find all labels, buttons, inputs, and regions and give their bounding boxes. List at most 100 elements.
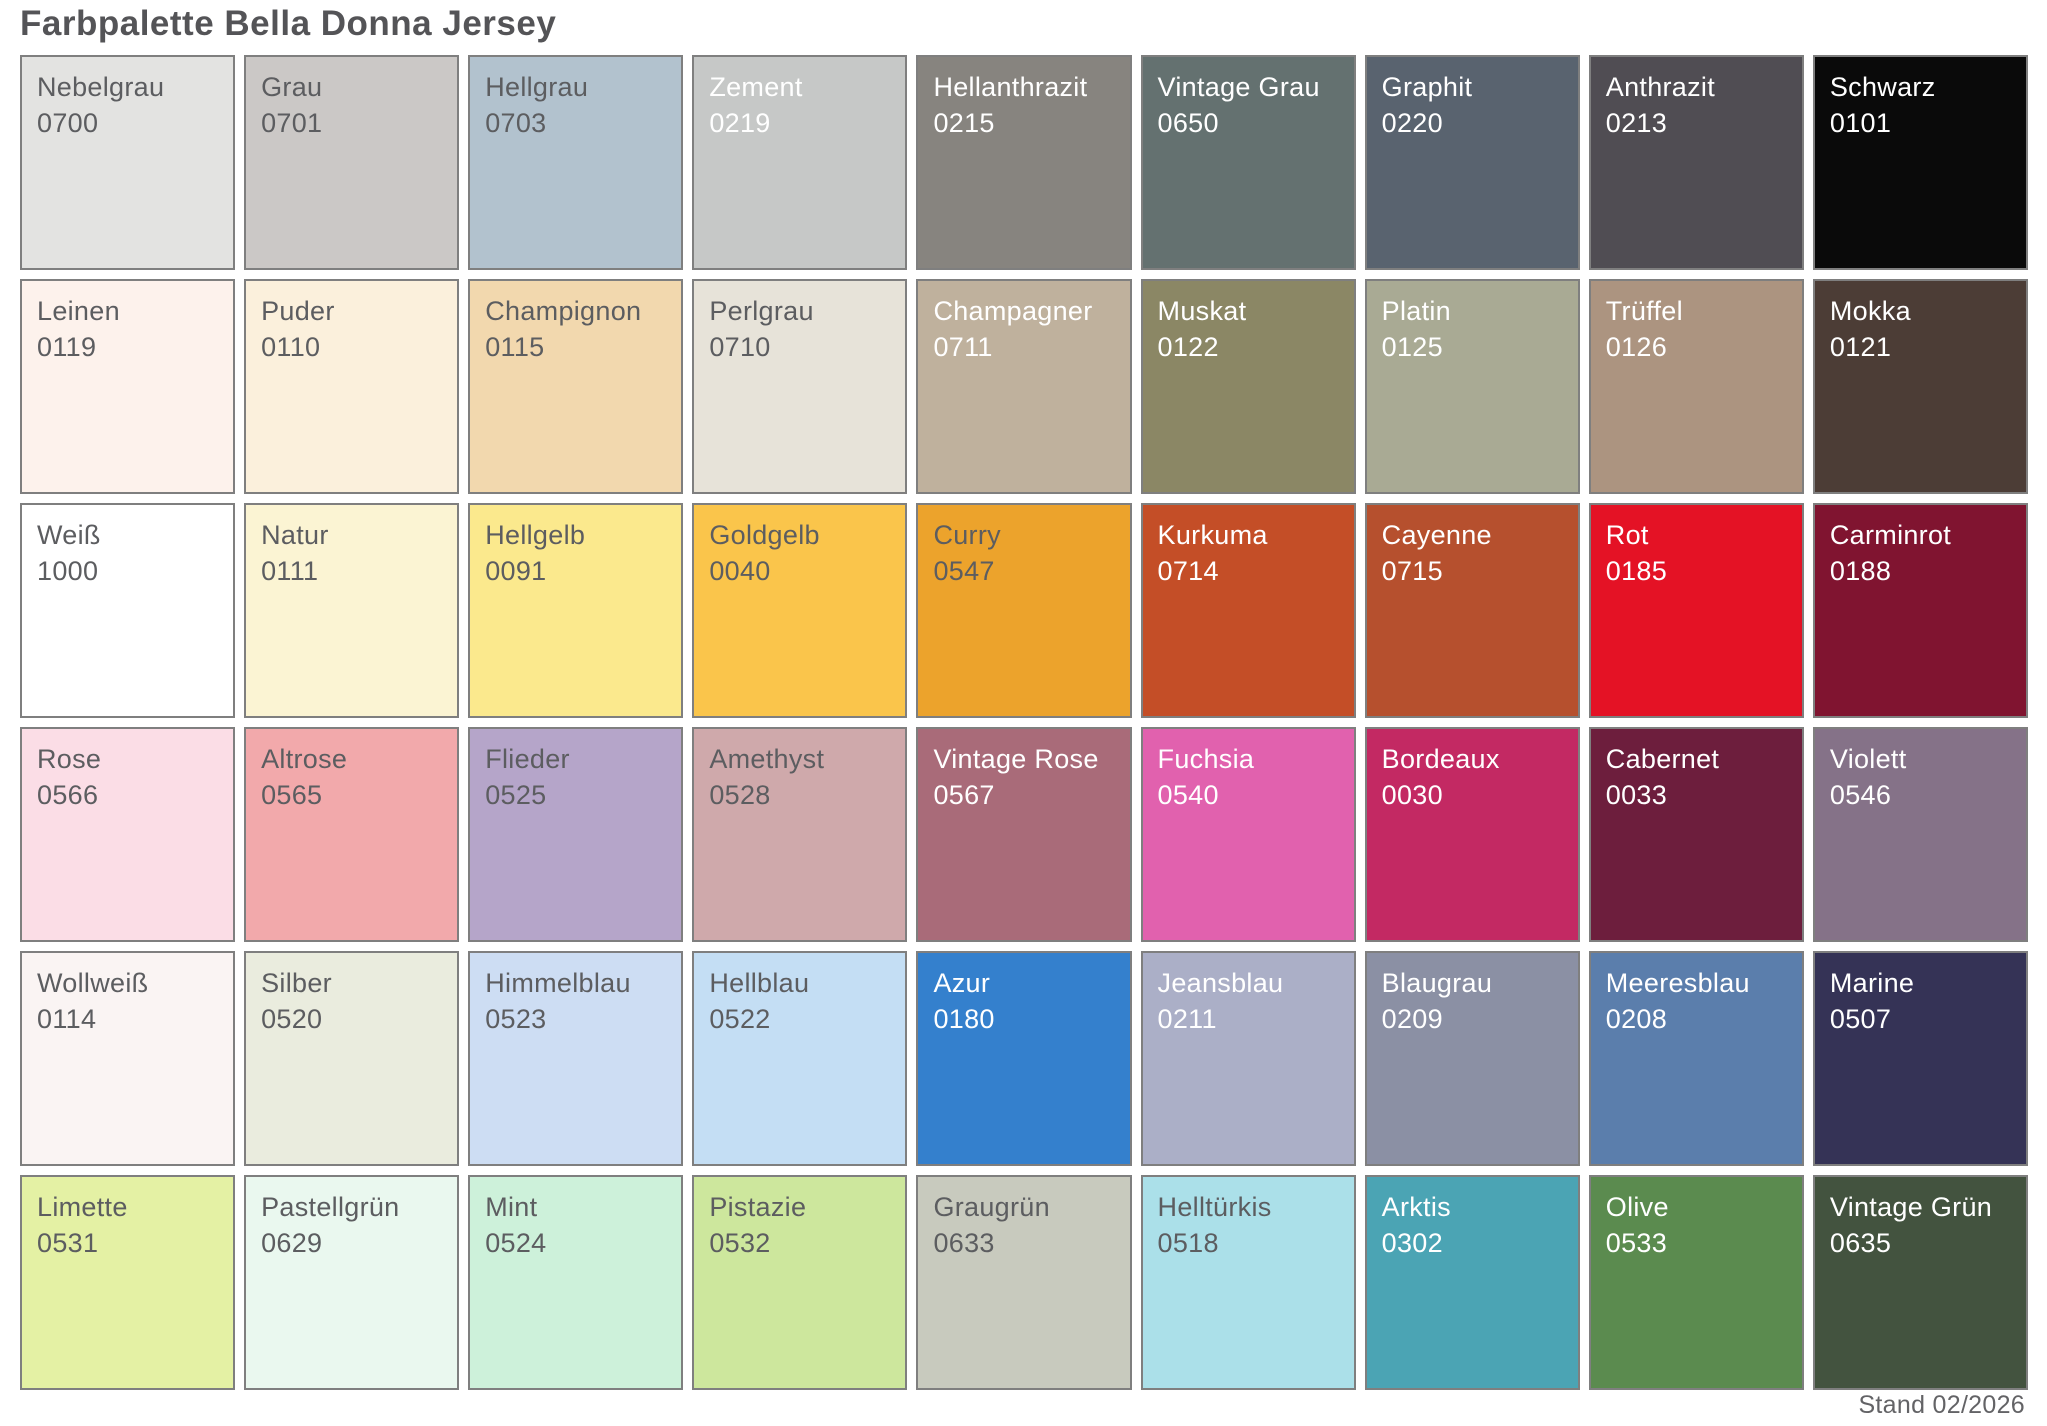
swatch-name-label: Grau bbox=[261, 72, 323, 102]
swatch-code-label: 0101 bbox=[1829, 107, 1892, 138]
swatch-code-label: 0522 bbox=[709, 1003, 771, 1034]
swatch-name-label: Goldgelb bbox=[709, 520, 820, 550]
swatch-0714: Kurkuma 0714 bbox=[1140, 503, 1356, 718]
swatch-0711: Champagner 0711 bbox=[916, 279, 1132, 494]
swatch-name-label: Flieder bbox=[485, 744, 570, 774]
swatch-name-label: Champignon bbox=[485, 296, 642, 326]
swatch-code-label: 0030 bbox=[1381, 779, 1443, 810]
swatch-name-label: Mint bbox=[485, 1192, 538, 1222]
swatch-code-label: 0540 bbox=[1157, 779, 1219, 810]
swatch-code-label: 0518 bbox=[1157, 1227, 1219, 1258]
swatch-code-label: 0700 bbox=[37, 107, 99, 138]
swatch-0119: Leinen 0119 bbox=[20, 279, 236, 494]
swatch-0650: Vintage Grau 0650 bbox=[1140, 55, 1356, 270]
swatch-code-label: 0565 bbox=[261, 779, 323, 810]
swatch-0522: Hellblau 0522 bbox=[692, 951, 908, 1166]
swatch-name-label: Graphit bbox=[1381, 72, 1473, 102]
swatch-name-label: Carminrot bbox=[1829, 520, 1952, 550]
swatch-code-label: 0111 bbox=[261, 555, 319, 586]
swatch-0520: Silber 0520 bbox=[244, 951, 460, 1166]
swatch-0533: Olive 0533 bbox=[1588, 1175, 1804, 1390]
swatch-code-label: 0211 bbox=[1157, 1003, 1217, 1034]
swatch-code-label: 0715 bbox=[1381, 555, 1443, 586]
swatch-name-label: Puder bbox=[261, 296, 335, 326]
swatch-name-label: Bordeaux bbox=[1381, 744, 1500, 774]
swatch-code-label: 0126 bbox=[1605, 331, 1668, 362]
swatch-code-label: 0213 bbox=[1605, 107, 1668, 138]
swatch-code-label: 0114 bbox=[37, 1003, 97, 1034]
swatch-0633: Graugrün 0633 bbox=[916, 1175, 1132, 1390]
swatch-0547: Curry 0547 bbox=[916, 503, 1132, 718]
swatch-code-label: 0533 bbox=[1605, 1227, 1668, 1258]
swatch-code-label: 0711 bbox=[933, 331, 993, 362]
swatch-name-label: Himmelblau bbox=[485, 968, 631, 998]
swatch-name-label: Pistazie bbox=[709, 1192, 807, 1222]
swatch-code-label: 0523 bbox=[485, 1003, 547, 1034]
swatch-name-label: Marine bbox=[1829, 968, 1915, 998]
swatch-code-label: 0110 bbox=[261, 331, 321, 362]
swatch-0091: Hellgelb 0091 bbox=[468, 503, 684, 718]
swatch-0213: Anthrazit 0213 bbox=[1588, 55, 1804, 270]
swatch-0700: Nebelgrau 0700 bbox=[20, 55, 236, 270]
swatch-0121: Mokka 0121 bbox=[1812, 279, 2028, 494]
swatch-name-label: Vintage Grau bbox=[1157, 72, 1320, 102]
swatch-name-label: Altrose bbox=[261, 744, 348, 774]
swatch-code-label: 0091 bbox=[485, 555, 547, 586]
swatch-0126: Trüffel 0126 bbox=[1588, 279, 1804, 494]
swatch-0219: Zement 0219 bbox=[692, 55, 908, 270]
swatch-name-label: Hellgrau bbox=[485, 72, 589, 102]
swatch-0208: Meeresblau 0208 bbox=[1588, 951, 1804, 1166]
swatch-code-label: 0219 bbox=[709, 107, 771, 138]
swatch-name-label: Hellgelb bbox=[485, 520, 586, 550]
swatch-0523: Himmelblau 0523 bbox=[468, 951, 684, 1166]
swatch-name-label: Limette bbox=[37, 1192, 128, 1222]
swatch-name-label: Blaugrau bbox=[1381, 968, 1493, 998]
swatch-code-label: 0701 bbox=[261, 107, 323, 138]
swatch-code-label: 0703 bbox=[485, 107, 547, 138]
swatch-code-label: 0714 bbox=[1157, 555, 1219, 586]
swatch-name-label: Natur bbox=[261, 520, 329, 550]
swatch-code-label: 0185 bbox=[1605, 555, 1668, 586]
swatch-0220: Graphit 0220 bbox=[1364, 55, 1580, 270]
swatch-name-label: Nebelgrau bbox=[37, 72, 165, 102]
swatch-code-label: 0115 bbox=[485, 331, 545, 362]
swatch-code-label: 0040 bbox=[709, 555, 771, 586]
swatch-0122: Muskat 0122 bbox=[1140, 279, 1356, 494]
swatch-0531: Limette 0531 bbox=[20, 1175, 236, 1390]
swatch-name-label: Arktis bbox=[1381, 1192, 1451, 1222]
swatch-name-label: Jeansblau bbox=[1157, 968, 1284, 998]
swatch-code-label: 0215 bbox=[933, 107, 995, 138]
swatch-code-label: 0122 bbox=[1157, 331, 1219, 362]
swatch-0033: Cabernet 0033 bbox=[1588, 727, 1804, 942]
swatch-code-label: 0531 bbox=[37, 1227, 99, 1258]
swatch-code-label: 0220 bbox=[1381, 107, 1443, 138]
swatch-name-label: Fuchsia bbox=[1157, 744, 1255, 774]
swatch-name-label: Rose bbox=[37, 744, 102, 774]
swatch-0110: Puder 0110 bbox=[244, 279, 460, 494]
swatch-name-label: Perlgrau bbox=[709, 296, 814, 326]
swatch-name-label: Leinen bbox=[37, 296, 120, 326]
swatch-code-label: 0528 bbox=[709, 779, 771, 810]
swatch-name-label: Violett bbox=[1829, 744, 1907, 774]
swatch-0114: Wollweiß 0114 bbox=[20, 951, 236, 1166]
swatch-code-label: 1000 bbox=[37, 555, 99, 586]
swatch-0525: Flieder 0525 bbox=[468, 727, 684, 942]
swatch-name-label: Champagner bbox=[933, 296, 1093, 326]
swatch-code-label: 0033 bbox=[1605, 779, 1668, 810]
swatch-code-label: 0546 bbox=[1829, 779, 1892, 810]
swatch-0566: Rose 0566 bbox=[20, 727, 236, 942]
swatch-0715: Cayenne 0715 bbox=[1364, 503, 1580, 718]
swatch-0565: Altrose 0565 bbox=[244, 727, 460, 942]
swatch-code-label: 0119 bbox=[37, 331, 97, 362]
swatch-0629: Pastellgrün 0629 bbox=[244, 1175, 460, 1390]
swatch-0710: Perlgrau 0710 bbox=[692, 279, 908, 494]
swatch-0211: Jeansblau 0211 bbox=[1140, 951, 1356, 1166]
swatch-code-label: 0208 bbox=[1605, 1003, 1668, 1034]
swatch-code-label: 0180 bbox=[933, 1003, 995, 1034]
swatch-name-label: Kurkuma bbox=[1157, 520, 1268, 550]
swatch-0209: Blaugrau 0209 bbox=[1364, 951, 1580, 1166]
swatch-0528: Amethyst 0528 bbox=[692, 727, 908, 942]
swatch-0703: Hellgrau 0703 bbox=[468, 55, 684, 270]
swatch-0188: Carminrot 0188 bbox=[1812, 503, 2028, 718]
